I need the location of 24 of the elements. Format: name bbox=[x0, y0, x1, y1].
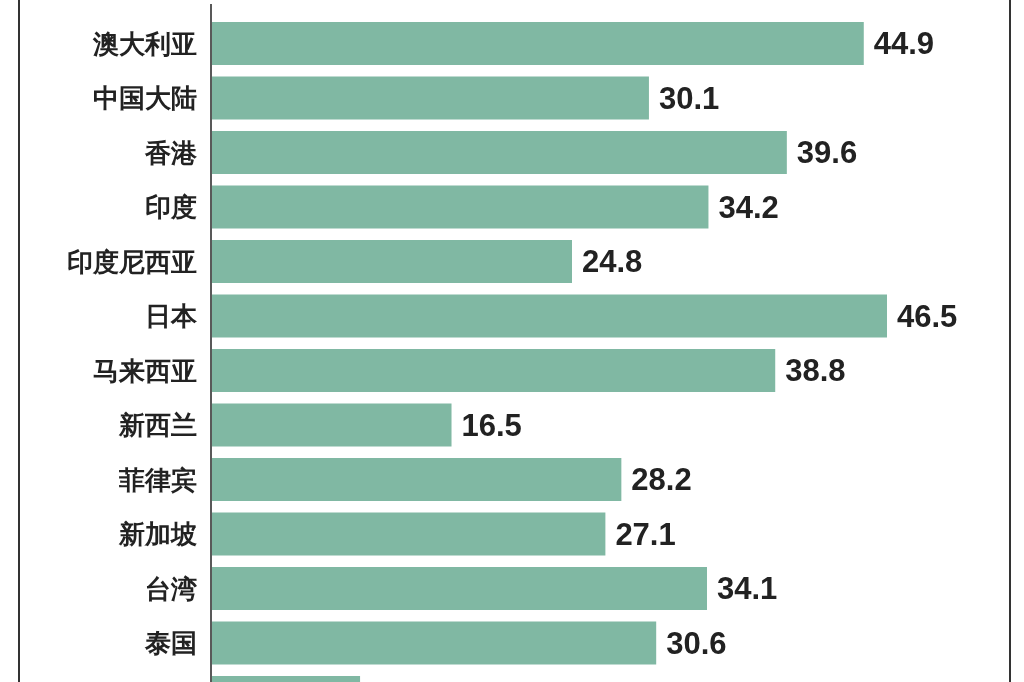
y-tick-label: 印度尼西亚 bbox=[67, 246, 197, 277]
y-tick-label: 日本 bbox=[145, 301, 198, 331]
y-tick-label: 马来西亚 bbox=[93, 355, 197, 386]
data-label: 27.1 bbox=[615, 516, 676, 552]
y-tick-label: 香港 bbox=[144, 137, 198, 168]
data-label: 46.5 bbox=[897, 298, 958, 334]
y-tick-label: 澳大利亚 bbox=[92, 28, 197, 59]
data-label: 28.2 bbox=[631, 462, 692, 497]
data-label: 39.6 bbox=[796, 135, 858, 170]
data-label: 30.1 bbox=[658, 80, 720, 116]
data-label: 34.2 bbox=[718, 189, 779, 225]
y-tick-label: 新加坡 bbox=[118, 519, 197, 549]
data-label: 38.8 bbox=[785, 353, 846, 388]
y-tick-label: 菲律宾 bbox=[118, 464, 197, 495]
data-label: 44.9 bbox=[873, 26, 935, 61]
y-tick-label: 台湾 bbox=[145, 573, 197, 604]
data-label: 24.8 bbox=[582, 244, 643, 279]
y-tick-label: 中国大陆 bbox=[93, 83, 197, 113]
data-label: 30.6 bbox=[666, 625, 727, 661]
y-tick-label: 泰国 bbox=[144, 628, 197, 658]
y-tick-label: 新西兰 bbox=[118, 410, 197, 440]
data-label: 34.1 bbox=[717, 571, 778, 606]
y-tick-label: 印度 bbox=[145, 192, 197, 222]
data-label: 16.5 bbox=[461, 407, 522, 443]
